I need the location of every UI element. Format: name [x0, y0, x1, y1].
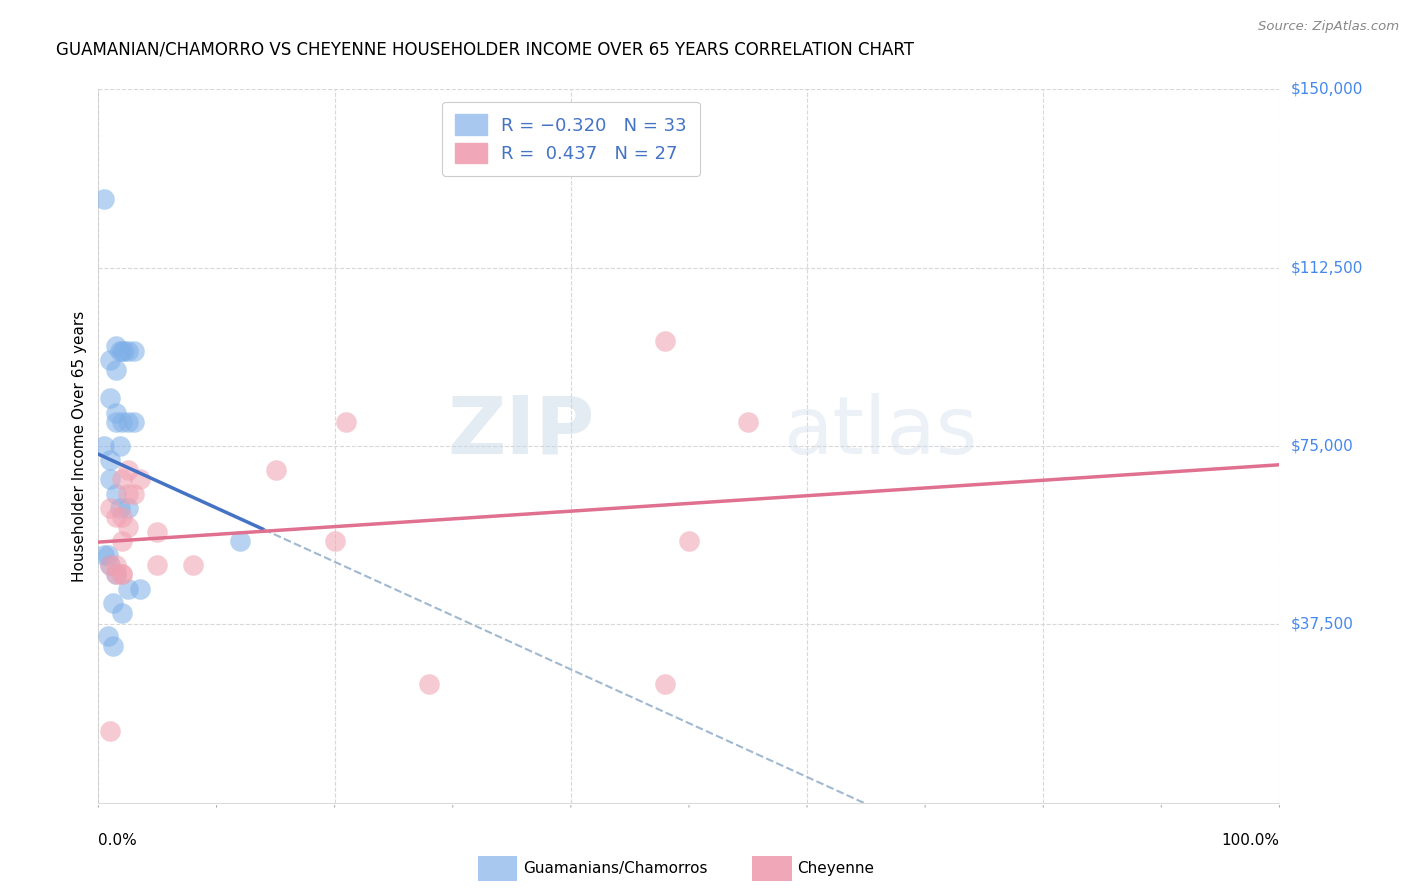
Text: 0.0%: 0.0%	[98, 833, 138, 848]
Point	[335, 415, 357, 429]
Point	[93, 192, 115, 206]
Point	[229, 534, 252, 549]
Point	[678, 534, 700, 549]
Point	[418, 677, 440, 691]
Point	[97, 629, 120, 643]
Point	[98, 353, 121, 368]
Point	[737, 415, 759, 429]
Point	[98, 392, 121, 406]
Point	[117, 415, 139, 429]
Point	[128, 582, 150, 596]
Point	[117, 520, 139, 534]
Point	[111, 510, 134, 524]
Point	[122, 486, 145, 500]
Point	[108, 343, 131, 358]
Point	[654, 334, 676, 349]
Text: $75,000: $75,000	[1291, 439, 1354, 453]
Point	[105, 415, 128, 429]
Text: Guamanians/Chamorros: Guamanians/Chamorros	[523, 862, 707, 876]
Point	[105, 510, 128, 524]
Text: Cheyenne: Cheyenne	[797, 862, 875, 876]
Point	[97, 549, 120, 563]
Text: 100.0%: 100.0%	[1222, 833, 1279, 848]
Point	[111, 415, 134, 429]
Point	[111, 567, 134, 582]
Text: $150,000: $150,000	[1291, 82, 1362, 96]
Point	[105, 486, 128, 500]
Point	[146, 524, 169, 539]
Point	[93, 549, 115, 563]
Point	[98, 558, 121, 572]
Point	[323, 534, 346, 549]
Point	[98, 724, 121, 739]
Point	[98, 472, 121, 486]
Point	[93, 439, 115, 453]
Point	[98, 500, 121, 515]
Point	[117, 582, 139, 596]
Point	[98, 453, 121, 467]
Point	[111, 534, 134, 549]
Point	[117, 463, 139, 477]
Point	[264, 463, 287, 477]
Point	[101, 596, 124, 610]
Point	[111, 567, 134, 582]
Point	[122, 343, 145, 358]
Point	[112, 343, 135, 358]
Text: atlas: atlas	[783, 392, 977, 471]
Point	[108, 439, 131, 453]
Text: $112,500: $112,500	[1291, 260, 1362, 275]
Point	[105, 558, 128, 572]
Point	[105, 567, 128, 582]
Point	[98, 558, 121, 572]
Point	[181, 558, 204, 572]
Point	[122, 415, 145, 429]
Text: Source: ZipAtlas.com: Source: ZipAtlas.com	[1258, 20, 1399, 33]
Text: GUAMANIAN/CHAMORRO VS CHEYENNE HOUSEHOLDER INCOME OVER 65 YEARS CORRELATION CHAR: GUAMANIAN/CHAMORRO VS CHEYENNE HOUSEHOLD…	[56, 40, 914, 58]
Legend: R = −0.320   N = 33, R =  0.437   N = 27: R = −0.320 N = 33, R = 0.437 N = 27	[441, 102, 700, 176]
Point	[111, 472, 134, 486]
Point	[117, 343, 139, 358]
Point	[101, 639, 124, 653]
Point	[105, 363, 128, 377]
Point	[105, 339, 128, 353]
Y-axis label: Householder Income Over 65 years: Householder Income Over 65 years	[72, 310, 87, 582]
Point	[108, 500, 131, 515]
Point	[111, 606, 134, 620]
Text: $37,500: $37,500	[1291, 617, 1354, 632]
Point	[117, 500, 139, 515]
Point	[105, 406, 128, 420]
Point	[117, 486, 139, 500]
Point	[146, 558, 169, 572]
Point	[105, 567, 128, 582]
Point	[654, 677, 676, 691]
Text: ZIP: ZIP	[447, 392, 595, 471]
Point	[128, 472, 150, 486]
Point	[111, 343, 134, 358]
